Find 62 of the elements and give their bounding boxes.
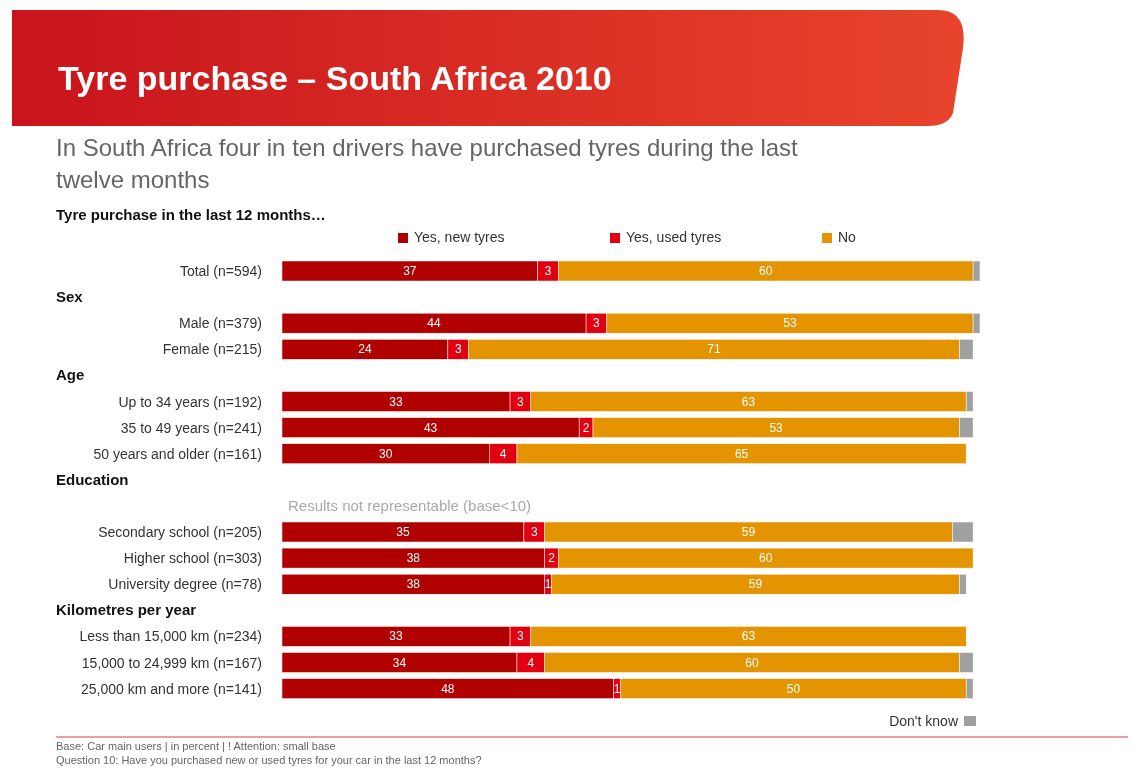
y-tick-label: Less than 15,000 km (n=234) <box>79 628 262 645</box>
data-label: 3 <box>517 394 525 409</box>
data-label: 4 <box>527 655 535 670</box>
text: Kilometres per year <box>56 601 197 619</box>
data-label: 2 <box>582 420 590 435</box>
data-label: 43 <box>423 420 438 435</box>
data-label: 63 <box>741 394 756 409</box>
data-label: 59 <box>741 525 756 539</box>
data-label: 63 <box>741 629 756 644</box>
series-label: Don't know <box>889 713 959 729</box>
data-label: 3 <box>544 264 552 278</box>
data-label: 3 <box>454 342 462 357</box>
data-label: 60 <box>745 655 759 670</box>
data-label: 3 <box>593 316 601 331</box>
data-label: 1 <box>613 681 621 696</box>
data-label: 48 <box>441 681 455 696</box>
text: Question 10: Have you purchased new or used tyres for your car in the last 12 months? <box>56 754 482 766</box>
data-label: 24 <box>358 342 372 357</box>
y-tick-label: 50 years and older (n=161) <box>93 445 262 462</box>
legend-label: No <box>838 229 857 245</box>
y-tick-label: University degree (n=78) <box>108 576 262 593</box>
y-tick-label: Up to 34 years (n=192) <box>118 393 262 410</box>
data-label: 65 <box>734 446 749 461</box>
chart-title: Tyre purchase – South Africa 2010 <box>58 59 612 97</box>
data-label: 60 <box>759 551 773 566</box>
data-label: 4 <box>499 446 507 461</box>
y-tick-label: Secondary school (n=205) <box>98 524 262 540</box>
y-tick-label: Female (n=215) <box>162 341 262 358</box>
text: Base: Car main users | in percent | ! Attention: small base <box>56 740 336 752</box>
data-label: 35 <box>396 525 410 539</box>
data-label: 71 <box>707 342 721 357</box>
data-label: 33 <box>389 629 404 644</box>
data-label: 44 <box>427 316 442 331</box>
legend-label: Yes, new tyres <box>414 229 505 245</box>
text: Sex <box>56 288 84 306</box>
legend-label: Yes, used tyres <box>626 229 722 245</box>
text: Age <box>56 366 85 384</box>
data-label: 3 <box>517 629 525 644</box>
data-label: 60 <box>759 264 773 278</box>
data-label: 37 <box>403 264 417 278</box>
y-axis-title: Tyre purchase in the last 12 months… <box>56 206 326 223</box>
annotation: Results not representable (base<10) <box>288 496 532 514</box>
chart-subtitle: In South Africa four in ten drivers have purchased tyres during the last twelve months <box>56 134 799 193</box>
data-label: 2 <box>548 551 556 566</box>
data-label: 38 <box>406 577 421 592</box>
data-label: 53 <box>783 316 797 331</box>
y-tick-label: 35 to 49 years (n=241) <box>120 419 262 436</box>
data-label: 30 <box>378 446 393 461</box>
y-tick-label: Total (n=594) <box>179 263 262 279</box>
data-label: 53 <box>769 420 784 435</box>
data-label: 1 <box>544 577 552 592</box>
data-label: 38 <box>406 551 421 566</box>
data-label: 3 <box>530 525 538 539</box>
y-tick-label: 15,000 to 24,999 km (n=167) <box>81 654 262 671</box>
text: Education <box>56 470 129 488</box>
data-label: 59 <box>748 577 763 592</box>
y-tick-label: Higher school (n=303) <box>123 550 262 567</box>
data-label: 33 <box>389 394 404 409</box>
data-label: 34 <box>392 655 407 670</box>
y-tick-label: Male (n=379) <box>179 315 262 332</box>
y-tick-label: 25,000 km and more (n=141) <box>81 680 262 697</box>
data-label: 50 <box>786 681 801 696</box>
